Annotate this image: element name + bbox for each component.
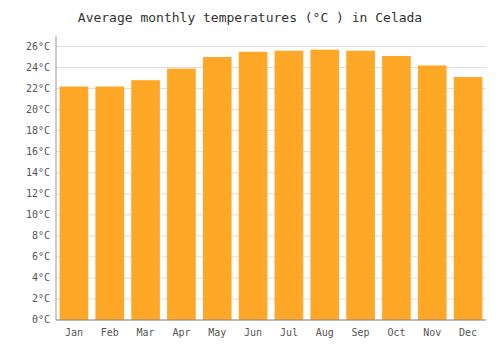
bar [239, 52, 268, 320]
chart: Average monthly temperatures (°C ) in Ce… [0, 0, 500, 350]
x-tick-label: Apr [172, 327, 190, 338]
y-tick-label: 18°C [26, 125, 50, 136]
y-tick-label: 4°C [32, 272, 50, 283]
y-tick-label: 22°C [26, 83, 50, 94]
y-tick-label: 24°C [26, 62, 50, 73]
y-tick-label: 0°C [32, 314, 50, 325]
title: Average monthly temperatures (°C ) in Ce… [78, 10, 422, 25]
bar [310, 50, 339, 320]
y-tick-label: 6°C [32, 251, 50, 262]
x-tick-label: Jan [65, 327, 83, 338]
x-tick-label: Dec [459, 327, 477, 338]
x-tick-label: Mar [137, 327, 155, 338]
y-tick-label: 2°C [32, 293, 50, 304]
grid-line [56, 46, 486, 47]
x-axis-line [56, 320, 486, 321]
bar [346, 51, 375, 320]
x-ticks: Jan Feb Mar Apr May Jun Jul Aug Sep Oct Nov Dec [65, 327, 477, 338]
x-tick-label: Jun [244, 327, 262, 338]
bar [275, 51, 304, 320]
y-tick-label: 8°C [32, 230, 50, 241]
y-tick-label: 20°C [26, 104, 50, 115]
bar [382, 56, 411, 320]
x-tick-label: Feb [101, 327, 119, 338]
bar [454, 77, 483, 320]
bar [167, 69, 196, 320]
grid-line [56, 320, 486, 321]
y-tick-label: 12°C [26, 188, 50, 199]
x-tick-label: Nov [423, 327, 441, 338]
bar [95, 86, 124, 320]
x-tick-label: Oct [387, 327, 405, 338]
bars [60, 50, 483, 320]
bar [60, 86, 89, 320]
x-tick-label: Aug [316, 327, 334, 338]
grid [56, 47, 486, 320]
x-tick-label: Sep [352, 327, 370, 338]
y-tick-label: 16°C [26, 146, 50, 157]
bar [203, 57, 232, 320]
x-tick-label: Jul [280, 327, 298, 338]
bar [131, 80, 160, 320]
y-tick-label: 26°C [26, 41, 50, 52]
y-tick-label: 14°C [26, 167, 50, 178]
x-tick-label: May [208, 327, 226, 338]
y-ticks: 0°C 2°C 4°C 6°C 8°C 10°C 12°C 14°C 16°C 18°C 20°C 2… [26, 41, 50, 325]
y-tick-label: 10°C [26, 209, 50, 220]
bar [418, 65, 447, 320]
y-axis-line [56, 36, 57, 320]
